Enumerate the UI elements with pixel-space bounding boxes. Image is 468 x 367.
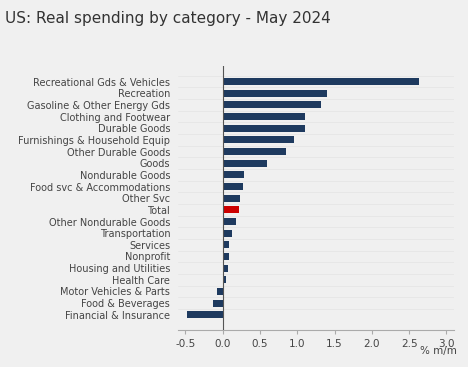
Bar [217,288,223,295]
Bar [223,101,321,108]
Bar [213,299,223,306]
Bar [223,78,419,85]
Bar [223,171,243,178]
Text: US: Real spending by category - May 2024: US: Real spending by category - May 2024 [5,11,330,26]
Bar [223,265,228,272]
Bar [223,241,229,248]
Bar [223,230,232,237]
Bar [223,253,228,260]
Bar [223,276,227,283]
Bar [223,218,236,225]
Text: % m/m: % m/m [420,346,457,356]
Bar [223,206,239,213]
Bar [223,183,243,190]
Bar [223,90,327,97]
Bar [223,160,267,167]
Bar [223,137,293,143]
Bar [223,113,305,120]
Bar [223,195,240,202]
Bar [223,125,305,132]
Bar [223,148,286,155]
Bar [187,311,223,318]
